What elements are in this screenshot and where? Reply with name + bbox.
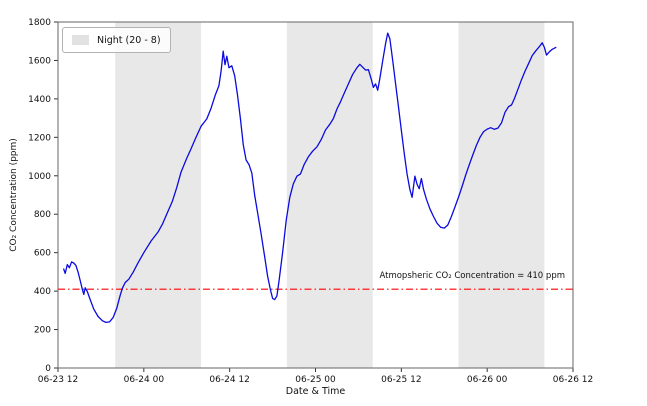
x-tick-label: 06-26 12 — [553, 375, 593, 385]
co2-line — [63, 32, 557, 324]
y-tick-label: 1200 — [28, 133, 51, 143]
night-band — [115, 22, 202, 368]
plot-frame — [57, 21, 574, 369]
legend: Night (20 - 8) — [62, 27, 171, 53]
y-axis-label: CO₂ Concentration (ppm) — [9, 138, 19, 252]
x-axis-label: Date & Time — [285, 386, 346, 397]
y-tick-label: 1400 — [28, 95, 51, 105]
y-tick-label: 1800 — [28, 18, 51, 28]
y-tick-label: 0 — [45, 364, 51, 374]
legend-label: Night (20 - 8) — [97, 34, 161, 46]
y-tick-label: 200 — [34, 326, 51, 336]
night-band — [458, 22, 545, 368]
night-band-swatch — [72, 35, 89, 45]
x-tick-label: 06-23 12 — [38, 375, 78, 385]
y-tick-label: 1600 — [28, 56, 51, 66]
x-tick-label: 06-24 12 — [209, 375, 249, 385]
y-tick-label: 600 — [34, 249, 51, 259]
night-band — [286, 22, 373, 368]
x-tick-label: 06-25 00 — [295, 375, 336, 385]
x-tick-label: 06-25 12 — [381, 375, 421, 385]
y-tick-label: 400 — [34, 287, 51, 297]
x-tick-label: 06-24 00 — [124, 375, 165, 385]
y-tick-label: 1000 — [28, 172, 51, 182]
y-tick-label: 800 — [34, 210, 51, 220]
x-tick-label: 06-26 00 — [467, 375, 508, 385]
reference-line-annotation: Atmopsheric CO₂ Concentration = 410 ppm — [379, 271, 565, 281]
